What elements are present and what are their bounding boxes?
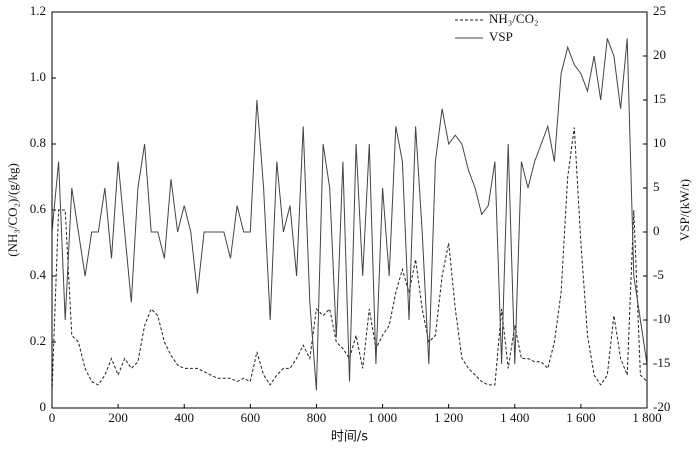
y2-tick-label: 20 <box>653 47 666 62</box>
x-tick-label: 400 <box>174 410 194 425</box>
x-tick-label: 1 200 <box>434 410 463 425</box>
x-tick-label: 200 <box>108 410 128 425</box>
y2-tick-label: 15 <box>653 91 666 106</box>
y-tick-label: 1.0 <box>30 69 46 84</box>
y2-tick-label: -10 <box>653 311 670 326</box>
y2-tick-label: -5 <box>653 267 664 282</box>
y2-tick-label: 0 <box>653 223 660 238</box>
y-tick-label: 0.4 <box>30 267 47 282</box>
y2-axis-label: VSP/(kW/t) <box>677 179 692 241</box>
y-tick-label: 0.6 <box>30 201 47 216</box>
y-tick-label: 0 <box>40 399 47 414</box>
x-tick-label: 800 <box>307 410 327 425</box>
x-tick-label: 600 <box>241 410 261 425</box>
x-tick-label: 0 <box>49 410 56 425</box>
legend-label: NH₃/CO₂ <box>489 11 539 26</box>
y2-tick-label: 5 <box>653 179 660 194</box>
y-tick-label: 1.2 <box>30 3 46 18</box>
y-tick-label: 0.8 <box>30 135 46 150</box>
y-tick-label: 0.2 <box>30 333 46 348</box>
x-tick-label: 1 400 <box>500 410 529 425</box>
series-line <box>51 38 648 391</box>
legend-label: VSP <box>489 29 513 44</box>
y-axis-label: (NH₃/CO₂)/(g/kg) <box>5 163 20 257</box>
plot-frame <box>51 11 648 409</box>
y2-tick-label: -20 <box>653 399 670 414</box>
y2-tick-label: -15 <box>653 355 670 370</box>
y2-tick-label: 10 <box>653 135 666 150</box>
x-tick-label: 1 000 <box>368 410 397 425</box>
x-axis-label: 时间/s <box>331 430 368 445</box>
x-tick-label: 1 600 <box>566 410 595 425</box>
x-tick-label: 1 800 <box>632 410 661 425</box>
y2-tick-label: 25 <box>653 3 666 18</box>
